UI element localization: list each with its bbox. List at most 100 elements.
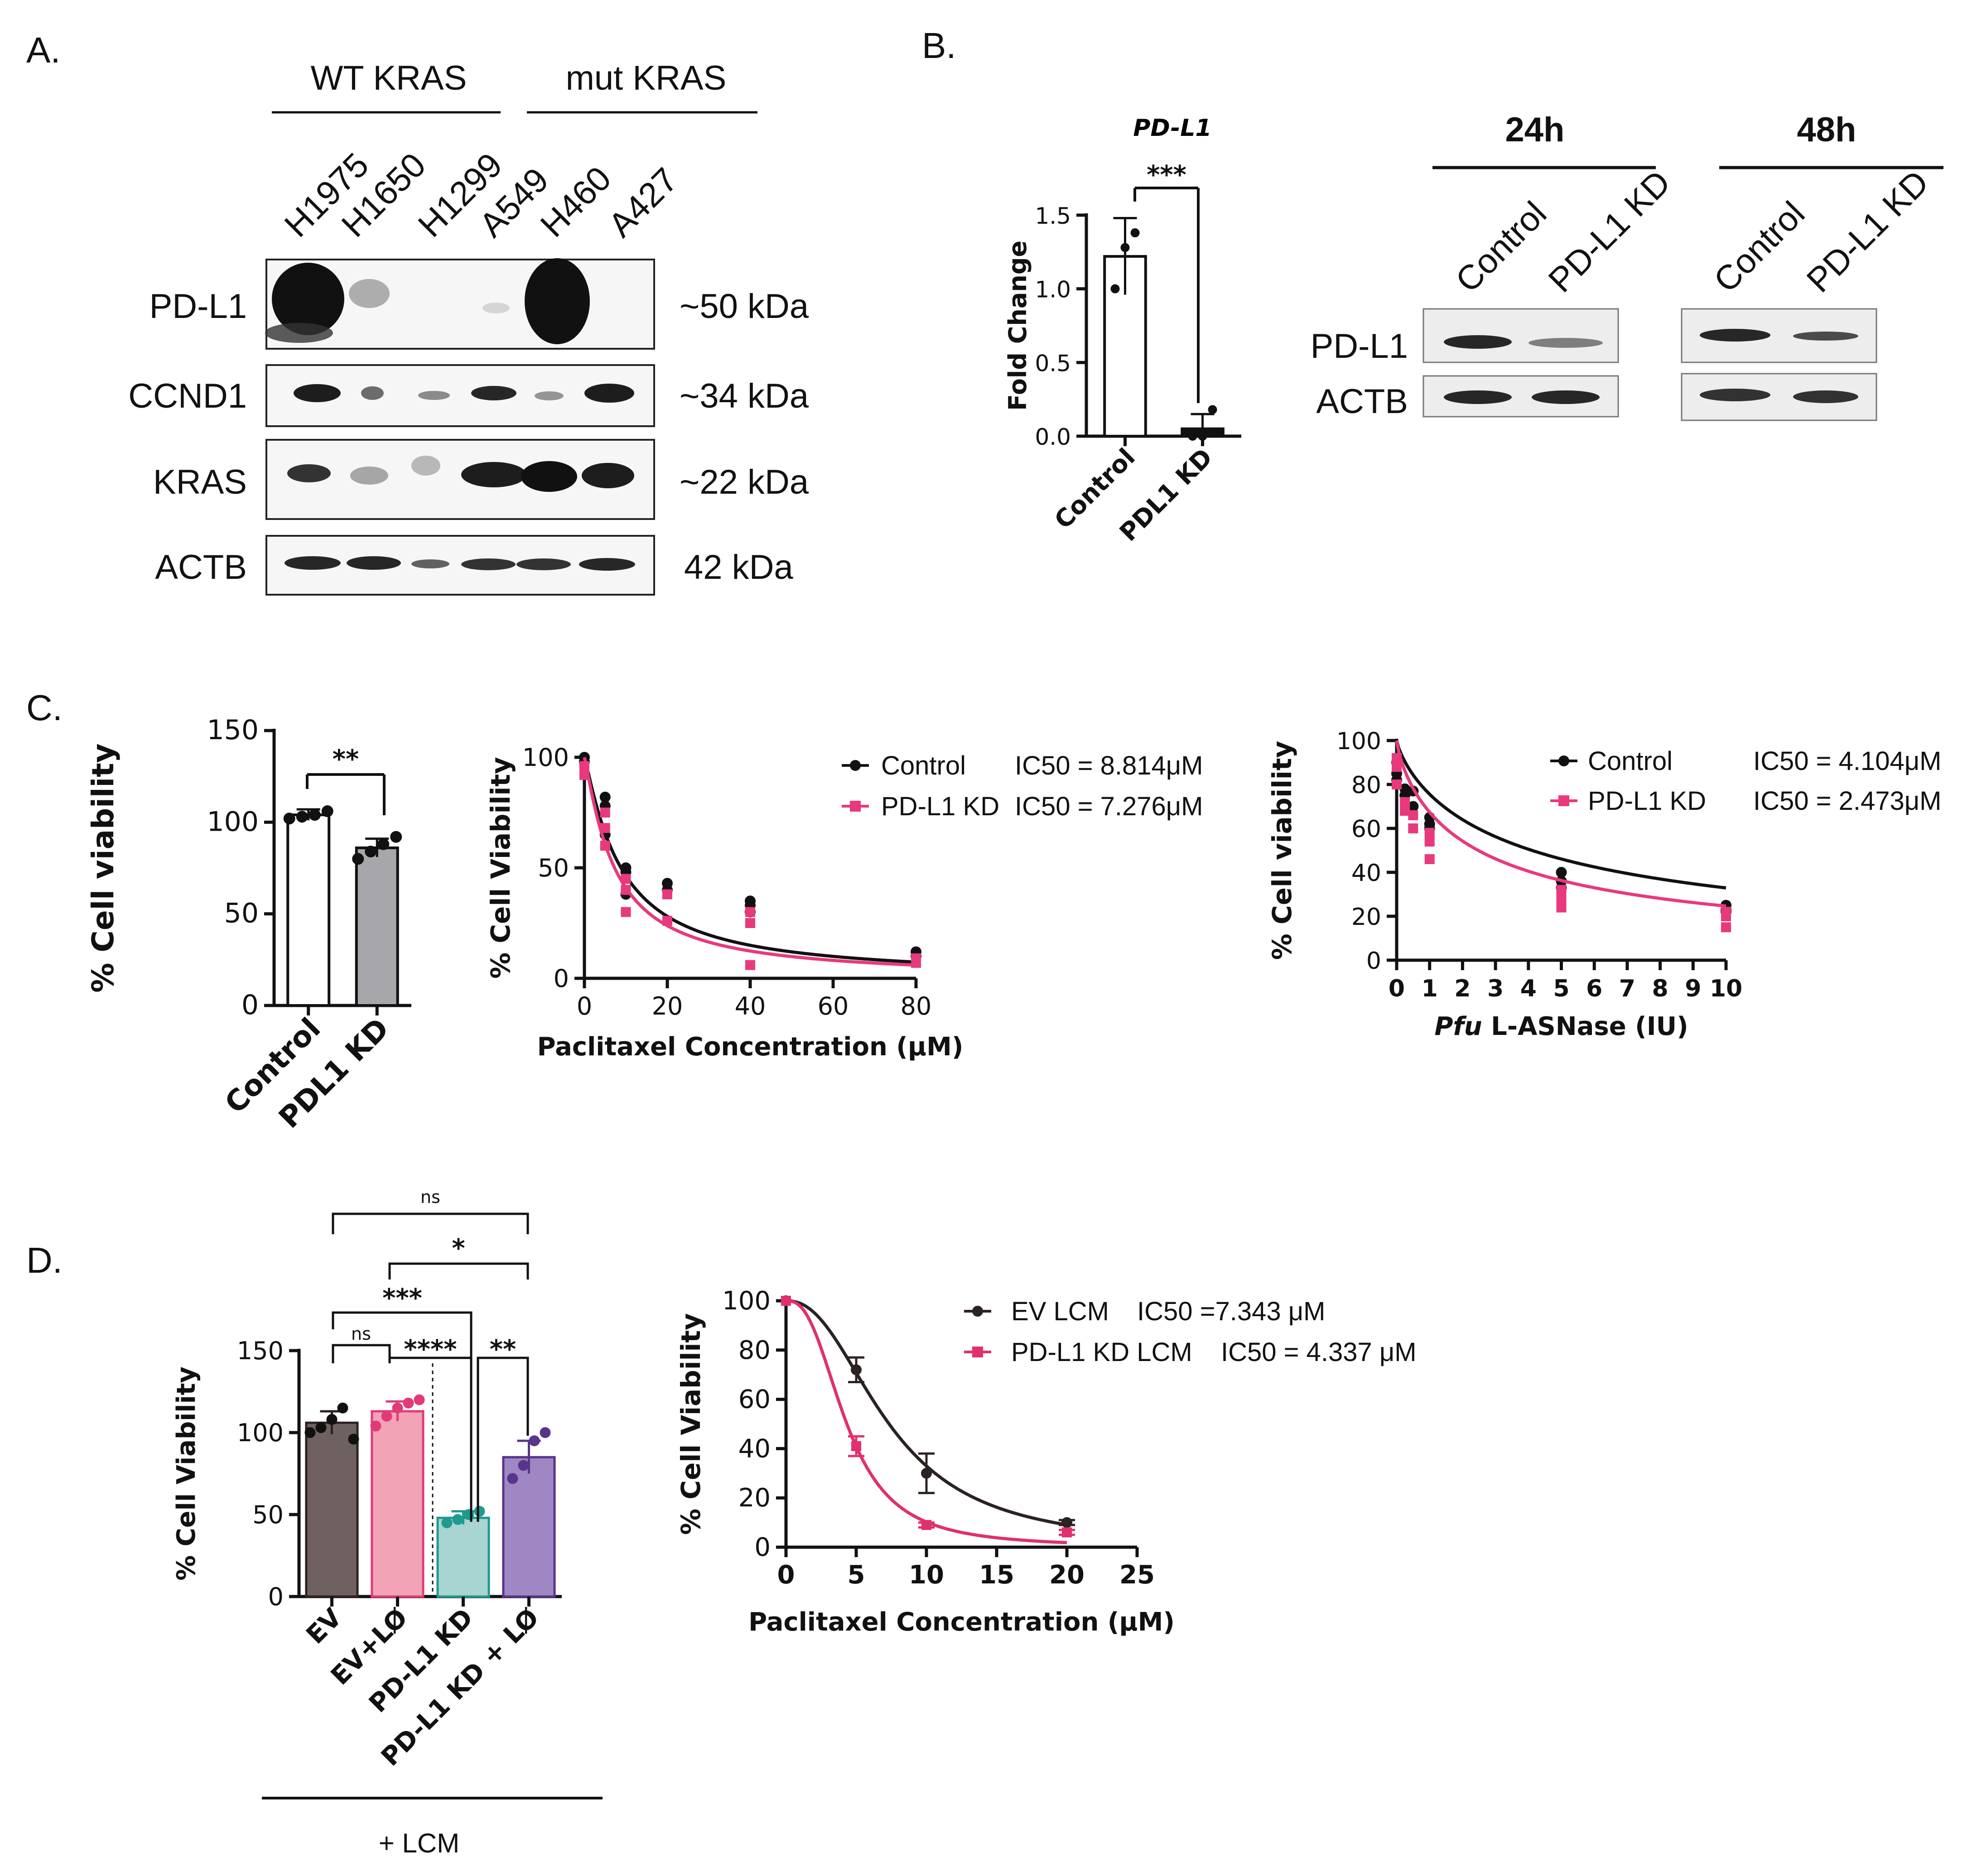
d-paclitaxel-curve-chart: 0 20 40 60 80 100 % Cell Viability 0 5 10 15 20 25 Pa… — [675, 1286, 1175, 1637]
data-point — [851, 1364, 862, 1376]
x-axis-label: Paclitaxel Concentration (μM) — [537, 1032, 964, 1062]
blot-a-kras — [265, 439, 655, 520]
data-point — [507, 1473, 518, 1484]
legend-marker-control-asn — [1558, 755, 1569, 766]
d-sig-star-4: **** — [404, 1335, 457, 1364]
x-tick-label: 60 — [818, 992, 849, 1020]
category-label-0: EV — [301, 1602, 348, 1650]
d-sig-star-3: *** — [382, 1284, 422, 1313]
data-point — [1408, 823, 1418, 833]
fit-curve-1 — [1395, 740, 1726, 908]
d-sig-star-2: ** — [490, 1335, 516, 1364]
blot-row-label-ccnd1: CCND1 — [128, 377, 247, 415]
data-point — [1424, 837, 1435, 847]
data-point — [1721, 911, 1731, 921]
data-point — [1120, 243, 1130, 252]
legend-marker-pdl1kd-lcm — [972, 1347, 983, 1357]
d-sig-star-1: * — [452, 1234, 465, 1263]
x-tick-label: 1 — [1422, 975, 1438, 1002]
x-tick-label: 7 — [1619, 975, 1635, 1002]
data-point — [1392, 753, 1402, 763]
data-point — [370, 1420, 381, 1432]
data-point — [463, 1509, 474, 1520]
y-tick-label: 50 — [538, 854, 569, 882]
data-point — [781, 1296, 791, 1306]
y-tick-label: 150 — [207, 714, 259, 746]
y-tick-label: 1.5 — [1035, 203, 1071, 229]
c-significance-label: ** — [333, 745, 359, 774]
data-point — [1556, 902, 1567, 913]
data-point — [337, 1402, 348, 1414]
x-tick-label: 5 — [1553, 975, 1569, 1002]
legend-ic50-ev-lcm: IC50 =7.343 μM — [1137, 1297, 1326, 1326]
data-point — [474, 1506, 485, 1517]
x-tick-label: 0 — [777, 1560, 795, 1590]
data-point — [283, 813, 295, 825]
blot-a-ccnd1 — [265, 364, 655, 427]
kda-label-pdl1: ~50 kDa — [680, 287, 809, 326]
x-axis-label: Pfu L-ASNase (IU) — [1434, 1012, 1688, 1041]
x-tick-label: 5 — [848, 1560, 865, 1590]
d-significance-brackets: ns * *** ns **** ** — [332, 1187, 529, 1594]
data-point — [309, 809, 321, 821]
x-tick-label: 4 — [1520, 975, 1537, 1002]
c-asnase-legend: Control IC50 = 4.104μM PD-L1 KD IC50 = 2… — [1550, 746, 1942, 816]
kda-label-ccnd1: ~34 kDa — [680, 377, 809, 415]
x-tick-label: 9 — [1685, 975, 1701, 1002]
data-point — [579, 770, 589, 780]
legend-marker-pdl1kd-asn — [1558, 795, 1569, 806]
data-point — [540, 1427, 551, 1438]
data-point — [851, 1441, 861, 1451]
data-point — [1556, 867, 1567, 878]
blot-b-lane-pdl1kd-24h: PD-L1 KD — [1541, 163, 1678, 300]
c-paclitaxel-chart: 0 50 100% Cell Viability 0 20 40 60 80 Paclitaxe… — [485, 743, 963, 1062]
bar-0 — [305, 1421, 359, 1598]
c-paclitaxel-legend: Control IC50 = 8.814μM PD-L1 KD IC50 = 7… — [842, 751, 1203, 821]
y-tick-label: 100 — [1336, 728, 1381, 755]
data-point — [745, 918, 755, 928]
data-point — [621, 874, 631, 884]
b-significance-label: *** — [1147, 160, 1186, 190]
y-axis-label: % Cell Viability — [172, 1366, 201, 1581]
x-tick-label: 20 — [1049, 1560, 1085, 1590]
data-point — [599, 791, 611, 803]
legend-marker-control — [850, 760, 861, 771]
group-label-wt-kras: WT KRAS — [311, 59, 467, 97]
blot-b-48h — [1681, 308, 1877, 421]
fit-curve-1 — [583, 757, 916, 967]
blot-b-row-label-actb: ACTB — [1316, 382, 1408, 421]
blot-b-time-24h: 24h — [1505, 111, 1565, 149]
data-point — [321, 805, 333, 818]
data-point — [348, 1433, 359, 1445]
x-tick-label: 10 — [1710, 975, 1742, 1002]
panel-d-letter: D. — [26, 1240, 63, 1280]
bar-2 — [436, 1516, 490, 1598]
blot-b-time-48h: 48h — [1797, 111, 1856, 149]
data-point — [529, 1435, 540, 1447]
data-point — [621, 907, 631, 917]
y-tick-label: 60 — [1351, 816, 1381, 843]
x-tick-label: 15 — [979, 1560, 1014, 1590]
y-tick-label: 50 — [224, 898, 259, 929]
y-tick-label: 100 — [237, 1419, 284, 1447]
d-lcm-label: + LCM — [379, 1828, 459, 1858]
data-point — [921, 1520, 931, 1530]
data-point — [1130, 228, 1140, 238]
data-point — [315, 1422, 327, 1433]
data-point — [921, 1467, 932, 1479]
legend-ic50-pdl1kd-asn: IC50 = 2.473μM — [1753, 786, 1942, 816]
data-point — [600, 841, 610, 851]
data-point — [579, 761, 589, 771]
data-point — [1392, 762, 1402, 772]
data-point — [600, 823, 610, 833]
y-tick-label: 0 — [1366, 948, 1381, 975]
y-tick-label: 80 — [1351, 772, 1381, 799]
x-tick-label: 20 — [652, 992, 683, 1020]
x-tick-label: 25 — [1119, 1560, 1155, 1590]
x-tick-label: 0 — [577, 992, 592, 1020]
